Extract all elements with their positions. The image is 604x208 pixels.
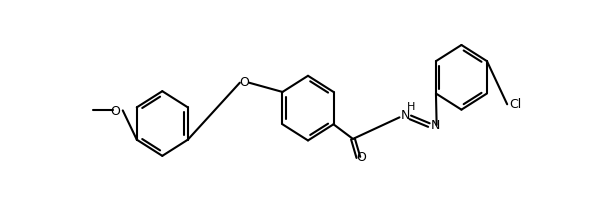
Text: N: N xyxy=(401,109,410,121)
Text: O: O xyxy=(240,76,249,89)
Text: H: H xyxy=(407,102,416,112)
Text: Cl: Cl xyxy=(510,98,522,111)
Text: N: N xyxy=(431,119,440,132)
Text: O: O xyxy=(110,105,120,119)
Text: O: O xyxy=(356,151,365,163)
